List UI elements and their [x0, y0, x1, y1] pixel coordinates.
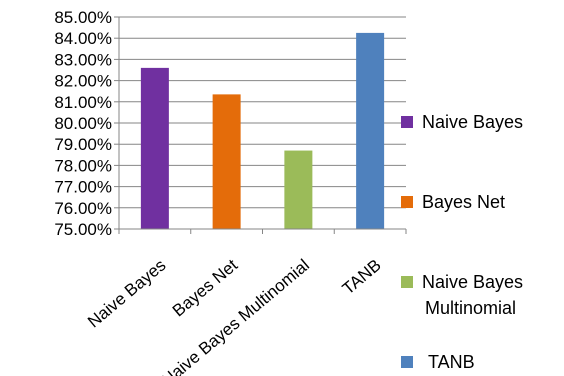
legend-label: Naive Bayes Multinomial	[422, 272, 523, 318]
y-tick-label: 75.00%	[54, 220, 112, 239]
bars	[140, 32, 385, 230]
legend-swatch	[401, 356, 413, 368]
bar	[212, 94, 241, 229]
x-category-label: TANB	[339, 256, 385, 299]
y-tick-label: 84.00%	[54, 29, 112, 48]
y-tick-label: 81.00%	[54, 93, 112, 112]
bar	[284, 150, 313, 229]
y-tick-label: 85.00%	[54, 8, 112, 27]
legend-swatch	[401, 276, 413, 288]
y-tick-label: 77.00%	[54, 178, 112, 197]
legend-label: TANB	[428, 352, 475, 372]
x-category-label: Naive Bayes	[84, 256, 169, 332]
y-tick-label: 79.00%	[54, 135, 112, 154]
y-tick-label: 78.00%	[54, 156, 112, 175]
bar	[140, 67, 169, 229]
bar	[356, 32, 385, 230]
y-tick-label: 76.00%	[54, 199, 112, 218]
y-tick-label: 82.00%	[54, 72, 112, 91]
legend: Naive Bayes Bayes Net Naive Bayes Multinomi…	[401, 112, 523, 372]
y-tick-label: 80.00%	[54, 114, 112, 133]
legend-swatch	[401, 116, 413, 128]
legend-label: Naive Bayes	[422, 112, 523, 132]
legend-swatch	[401, 196, 413, 208]
x-category-label: Bayes Net	[169, 255, 242, 320]
y-axis-ticks: 75.00% 76.00% 77.00% 78.00% 79.00% 80.00% 81.0…	[54, 8, 119, 239]
legend-label: Bayes Net	[422, 192, 505, 212]
y-tick-label: 83.00%	[54, 50, 112, 69]
